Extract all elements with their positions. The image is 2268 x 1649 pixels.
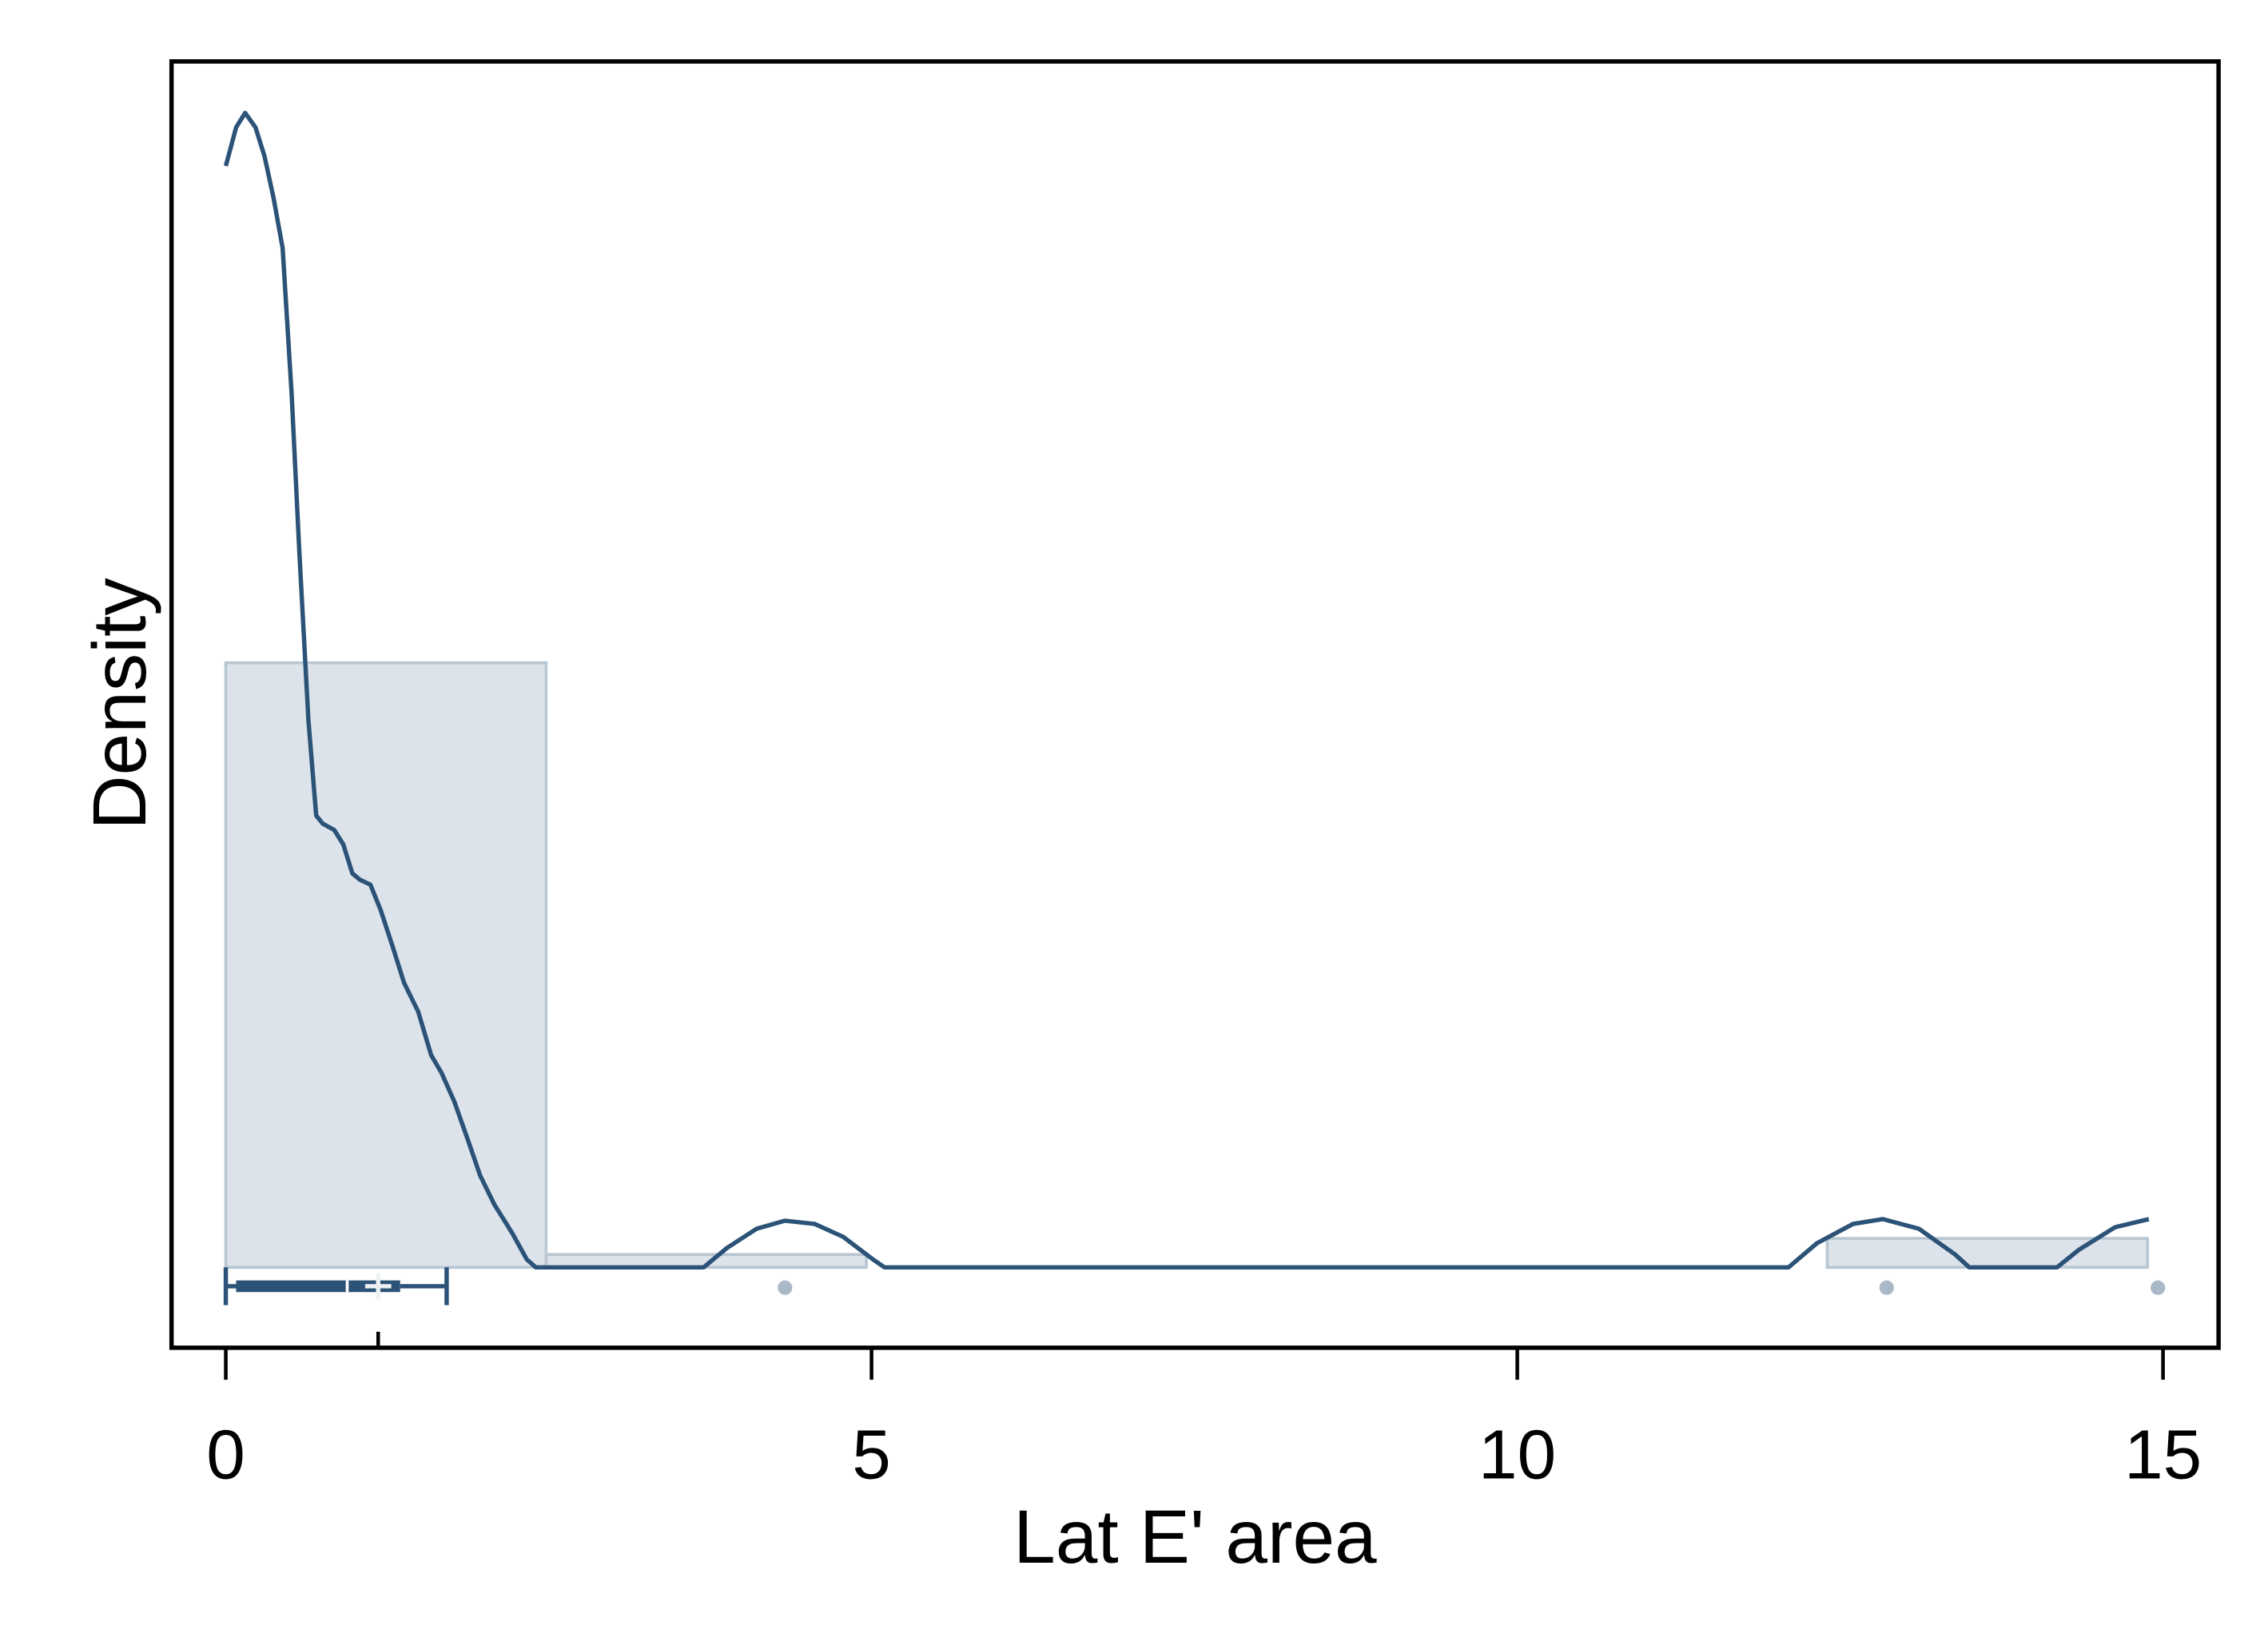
x-axis-title: Lat E' area <box>1013 1495 1377 1579</box>
plot-area <box>223 110 2166 1348</box>
bar <box>224 661 548 1270</box>
y-axis-title: Density <box>78 578 162 830</box>
x-tick-label: 0 <box>206 1416 245 1494</box>
plot-frame <box>169 59 2221 1350</box>
bar <box>1825 1237 2150 1270</box>
x-tick-label: 5 <box>852 1416 891 1494</box>
box-mean <box>364 1273 392 1300</box>
outlier <box>778 1280 793 1295</box>
outlier <box>1879 1280 1894 1295</box>
x-tick-label: 10 <box>1478 1416 1556 1494</box>
box-body <box>236 1280 400 1293</box>
density-curve <box>223 110 2150 1270</box>
outlier <box>2151 1280 2166 1295</box>
x-tick-label: 15 <box>2124 1416 2202 1494</box>
